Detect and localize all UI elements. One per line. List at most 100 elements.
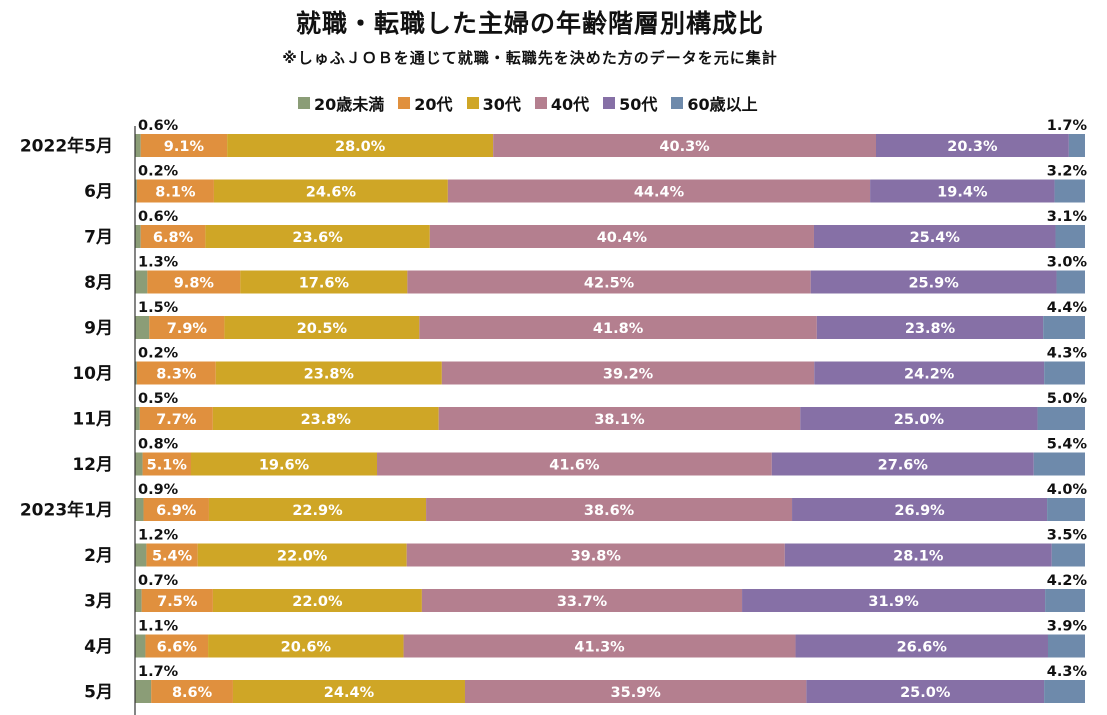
bar-segment: [136, 361, 216, 385]
data-label: 0.9%: [138, 482, 179, 498]
bar-segment: [438, 407, 801, 430]
data-label: 27.6%: [878, 458, 929, 474]
data-label: 3.2%: [1047, 164, 1088, 180]
data-label: 20.6%: [281, 640, 332, 656]
bar-segment: [149, 316, 225, 339]
bar-segment: [136, 179, 214, 203]
bar-segment: [135, 543, 147, 567]
legend-swatch: [398, 97, 411, 109]
data-label: 22.0%: [277, 549, 328, 565]
data-label: 25.4%: [910, 230, 961, 246]
data-label: 6.8%: [153, 230, 194, 246]
data-label: 3.9%: [1047, 619, 1088, 635]
legend-label: 20代: [414, 95, 453, 114]
bar-segment: [1054, 179, 1085, 203]
data-label: 35.9%: [611, 685, 662, 701]
data-label: 4.3%: [1047, 346, 1088, 362]
bar-segment: [870, 179, 1055, 203]
data-label: 33.7%: [557, 594, 608, 610]
bar-segment: [792, 498, 1048, 521]
data-label: 0.7%: [138, 573, 179, 589]
data-label: 5.0%: [1047, 391, 1088, 407]
bar-segment: [1068, 134, 1085, 157]
bar-segment: [407, 270, 811, 294]
bar-segment: [876, 134, 1069, 157]
data-label: 23.8%: [301, 412, 352, 428]
data-label: 1.7%: [1047, 118, 1088, 134]
bar-segment: [213, 179, 448, 203]
legend-swatch: [671, 97, 684, 109]
data-label: 7.9%: [167, 321, 208, 337]
data-label: 8.6%: [172, 685, 213, 701]
legend-swatch: [298, 97, 310, 109]
data-label: 39.2%: [603, 367, 654, 383]
data-label: 44.4%: [634, 185, 685, 201]
legend-swatch: [534, 97, 547, 109]
bar-segment: [135, 498, 144, 521]
data-label: 4.2%: [1047, 573, 1088, 589]
category-label: 2月: [84, 546, 113, 566]
data-label: 19.4%: [937, 185, 988, 201]
data-label: 0.2%: [138, 346, 179, 362]
bar-segment: [1037, 407, 1085, 430]
data-label: 3.1%: [1047, 209, 1088, 225]
bar-segment: [406, 543, 785, 567]
bar-segment: [441, 361, 815, 385]
bar-segment: [1045, 589, 1085, 612]
data-label: 31.9%: [868, 594, 919, 610]
bar-segment: [197, 543, 407, 567]
bar-segment: [139, 407, 213, 430]
category-label: 4月: [84, 637, 113, 657]
bar-segment: [142, 452, 191, 476]
data-label: 28.1%: [893, 549, 944, 565]
bar-segment: [429, 225, 814, 248]
data-label: 23.6%: [292, 230, 343, 246]
data-label: 40.4%: [597, 230, 648, 246]
bar-segment: [810, 270, 1057, 294]
bar-segment: [1051, 543, 1085, 567]
data-label: 1.3%: [138, 255, 179, 271]
data-label: 5.4%: [1047, 437, 1088, 453]
bar-segment: [208, 498, 427, 521]
bar-segment: [1044, 361, 1085, 385]
data-label: 38.6%: [584, 503, 635, 519]
data-label: 5.1%: [147, 458, 188, 474]
bar-segment: [403, 634, 796, 658]
data-label: 25.0%: [900, 685, 951, 701]
bar-segment: [212, 589, 422, 612]
category-label: 11月: [72, 410, 113, 430]
category-label: 7月: [84, 228, 113, 248]
bar-segment: [421, 589, 743, 612]
data-label: 28.0%: [335, 139, 386, 155]
bar-segment: [135, 407, 140, 430]
data-label: 3.5%: [1047, 528, 1088, 544]
bar-segment: [141, 589, 213, 612]
data-label: 20.5%: [297, 321, 348, 337]
legend-item: 60歳以上: [671, 91, 758, 115]
data-label: 23.8%: [905, 321, 956, 337]
bar-segment: [1044, 680, 1085, 703]
bar-segment: [227, 134, 494, 157]
bar-segment: [813, 225, 1056, 248]
legend-item: 40代: [534, 91, 589, 115]
data-label: 22.9%: [292, 503, 343, 519]
category-label: 2023年1月: [20, 500, 113, 521]
data-label: 6.9%: [156, 503, 197, 519]
data-label: 25.9%: [908, 276, 959, 292]
bar-segment: [784, 543, 1052, 567]
data-label: 19.6%: [259, 458, 310, 474]
data-label: 0.6%: [138, 209, 179, 225]
legend: 20歳未満 20代 30代 40代 50代 60歳以上: [298, 91, 758, 115]
bar-segment: [232, 680, 465, 703]
legend-swatch: [466, 97, 479, 109]
legend-label: 30代: [482, 95, 521, 114]
data-label: 24.2%: [904, 367, 955, 383]
bar-segment: [377, 452, 772, 476]
bar-segment: [135, 634, 146, 658]
category-label: 6月: [84, 182, 113, 202]
data-label: 9.8%: [174, 276, 215, 292]
category-label: 3月: [84, 592, 113, 612]
bar-segment: [135, 316, 150, 339]
bar-segment: [800, 407, 1038, 430]
